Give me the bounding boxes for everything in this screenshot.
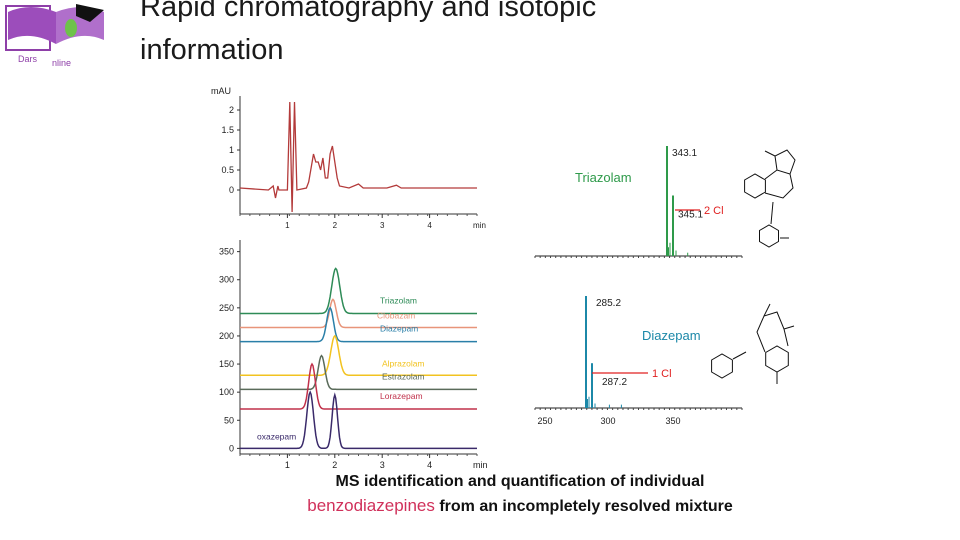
x-tick-label: 2	[333, 221, 338, 230]
ms-x-tick-label: 250	[537, 416, 552, 426]
x-tick-label: 4	[427, 460, 432, 470]
logo-mouse-icon	[65, 19, 77, 37]
caption-line-2-text: from an incompletely resolved mixture	[439, 498, 733, 515]
ms-compound-name: Diazepam	[642, 328, 701, 343]
series-label-estrazolam: Estrazolam	[382, 371, 425, 381]
phenyl-ring	[711, 353, 733, 379]
x-tick-label: 2	[332, 460, 337, 470]
benzene-ring	[744, 173, 766, 199]
series-line-diazepam	[240, 306, 477, 343]
ms-annotation-label: 2 Cl	[704, 205, 724, 217]
triazole-ring	[774, 149, 796, 175]
y-tick-label: 0	[229, 185, 234, 195]
bond	[770, 201, 774, 225]
ms-x-tick-label: 350	[665, 416, 680, 426]
caption-line-2: benzodiazepines from an incompletely res…	[200, 494, 840, 519]
x-tick-label: 3	[380, 221, 385, 230]
series-line-oxazepam	[240, 390, 477, 450]
ms-peak-label: 285.2	[596, 298, 621, 309]
overlay-chromatograms: 350 300 250 200 150 100 50 0 1 2 3 4 min Triazolam Clo…	[219, 240, 488, 470]
diazepam-structure-icon	[711, 303, 795, 384]
ms-x-tick-label: 300	[600, 416, 615, 426]
y-tick-label: 250	[219, 303, 234, 313]
x-axis-unit-label: min	[473, 460, 488, 470]
x-tick-label: 1	[285, 221, 290, 230]
methyl-bond	[783, 325, 795, 330]
series-label-clobazam: Clobazam	[377, 311, 415, 321]
carbonyl-bond	[763, 303, 771, 317]
series-label-alprazolam: Alprazolam	[382, 358, 425, 368]
series-line-alprazolam	[240, 334, 477, 377]
y-tick-label: 350	[219, 247, 234, 257]
benzene-ring	[765, 345, 789, 373]
x-tick-label: 4	[427, 221, 432, 230]
triazolam-structure-icon	[744, 149, 796, 248]
x-axis-unit-label: min	[473, 221, 486, 230]
y-tick-label: 2	[229, 105, 234, 115]
series-label-oxazepam: oxazepam	[257, 431, 296, 441]
y-tick-label: 100	[219, 387, 234, 397]
phenyl-ring	[759, 224, 779, 248]
series-label-triazolam: Triazolam	[380, 295, 417, 305]
bond	[732, 351, 747, 360]
series-line-lorazepam	[240, 362, 477, 410]
caption-highlight: benzodiazepines	[307, 496, 435, 515]
logo-text-right: nline	[52, 58, 71, 68]
series-line-clobazam	[240, 298, 477, 329]
y-tick-label: 150	[219, 359, 234, 369]
dars-online-logo: Dars nline	[5, 4, 104, 68]
diazepine-ring	[764, 169, 794, 199]
series-label-lorazepam: Lorazepam	[380, 391, 423, 401]
ms-peak-label: 287.2	[602, 377, 627, 388]
y-tick-label: 50	[224, 415, 234, 425]
logo-graduation-cap-icon	[76, 4, 104, 22]
series-line-triazolam	[240, 267, 477, 315]
logo-text-left: Dars	[18, 54, 38, 64]
methyl-bond	[764, 150, 776, 157]
y-tick-label: 0	[229, 443, 234, 453]
series-label-diazepam: Diazepam	[380, 324, 418, 334]
title-line-2: information	[140, 34, 284, 66]
logo-book-page-left	[8, 7, 56, 44]
y-tick-label: 300	[219, 275, 234, 285]
y-tick-label: 200	[219, 331, 234, 341]
y-axis-unit-label: mAU	[211, 86, 231, 96]
ms-peak-label: 345.1	[678, 210, 703, 221]
y-tick-label: 1.5	[221, 125, 234, 135]
x-tick-label: 1	[285, 460, 290, 470]
y-tick-label: 1	[229, 145, 234, 155]
ms-peak-label: 343.1	[672, 148, 697, 159]
y-tick-label: 0.5	[221, 165, 234, 175]
uv-trace-line	[239, 101, 477, 213]
diazepine-ring	[756, 311, 789, 353]
ms-annotation-label: 1 Cl	[652, 368, 672, 380]
diazepam-mass-spectrum: 250 300 350 285.2 287.2 Diazepam 1 Cl	[534, 296, 795, 426]
series-line-estrazolam	[240, 354, 477, 391]
slide-caption: MS identification and quantification of …	[200, 470, 840, 519]
uv-chromatogram: mAU 2 1.5 1 0.5 0 1 2 3 4 min	[211, 86, 486, 230]
caption-line-1: MS identification and quantification of …	[335, 473, 705, 490]
title-line-1: Rapid chromatography and isotopic	[140, 0, 597, 23]
triazolam-mass-spectrum: 343.1 345.1 Triazolam 2 Cl	[534, 146, 796, 258]
ms-compound-name: Triazolam	[575, 170, 632, 185]
x-tick-label: 3	[380, 460, 385, 470]
page-title: Rapid chromatography and isotopic inform…	[140, 0, 596, 72]
